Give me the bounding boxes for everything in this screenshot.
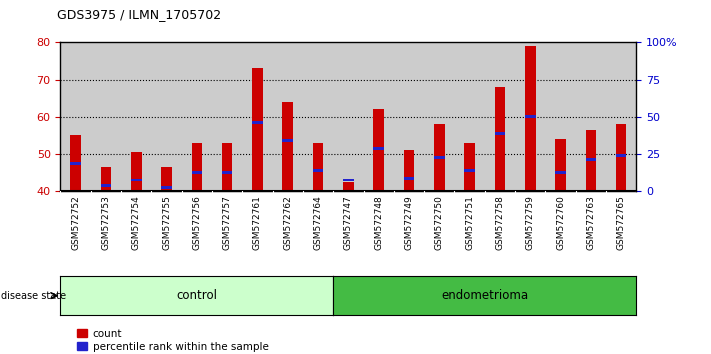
Text: GSM572749: GSM572749 bbox=[405, 195, 414, 250]
Bar bbox=[100, 184, 111, 187]
Bar bbox=[70, 135, 81, 191]
Bar bbox=[242, 42, 272, 191]
Bar bbox=[464, 143, 475, 191]
Text: GSM572754: GSM572754 bbox=[132, 195, 141, 250]
Bar bbox=[434, 156, 444, 159]
Text: GSM572755: GSM572755 bbox=[162, 195, 171, 250]
Bar bbox=[525, 46, 535, 191]
Text: GSM572759: GSM572759 bbox=[525, 195, 535, 250]
Bar bbox=[485, 42, 515, 191]
Bar bbox=[161, 167, 172, 191]
Text: GSM572748: GSM572748 bbox=[374, 195, 383, 250]
Text: GSM572750: GSM572750 bbox=[435, 195, 444, 250]
Bar bbox=[282, 102, 293, 191]
Bar bbox=[434, 124, 444, 191]
Text: GSM572756: GSM572756 bbox=[193, 195, 201, 250]
Bar bbox=[373, 109, 384, 191]
Bar bbox=[121, 42, 151, 191]
Bar bbox=[252, 121, 263, 124]
Bar bbox=[131, 152, 141, 191]
Text: GSM572747: GSM572747 bbox=[344, 195, 353, 250]
Text: GSM572764: GSM572764 bbox=[314, 195, 323, 250]
Bar bbox=[191, 143, 202, 191]
Text: GSM572757: GSM572757 bbox=[223, 195, 232, 250]
Bar bbox=[70, 162, 81, 165]
Bar bbox=[91, 42, 121, 191]
Bar bbox=[161, 186, 172, 189]
Bar bbox=[282, 139, 293, 142]
Bar bbox=[151, 42, 182, 191]
Bar bbox=[576, 42, 606, 191]
Bar bbox=[545, 42, 576, 191]
Bar bbox=[394, 42, 424, 191]
Bar bbox=[515, 42, 545, 191]
Legend: count, percentile rank within the sample: count, percentile rank within the sample bbox=[73, 324, 272, 354]
Bar bbox=[303, 42, 333, 191]
Bar bbox=[191, 171, 202, 174]
Bar bbox=[313, 143, 324, 191]
Bar bbox=[404, 177, 415, 179]
Bar bbox=[606, 42, 636, 191]
Bar bbox=[313, 169, 324, 172]
Text: GSM572758: GSM572758 bbox=[496, 195, 504, 250]
Bar bbox=[586, 130, 597, 191]
Bar bbox=[525, 115, 535, 118]
Bar bbox=[182, 42, 212, 191]
Bar bbox=[363, 42, 394, 191]
Bar bbox=[252, 69, 263, 191]
Bar bbox=[373, 147, 384, 150]
Bar bbox=[333, 42, 363, 191]
Bar bbox=[616, 154, 626, 157]
Bar bbox=[424, 42, 454, 191]
Bar bbox=[555, 171, 566, 174]
Bar bbox=[404, 150, 415, 191]
Text: control: control bbox=[176, 289, 218, 302]
Bar bbox=[555, 139, 566, 191]
Bar bbox=[343, 178, 353, 182]
Bar bbox=[222, 143, 232, 191]
Bar bbox=[272, 42, 303, 191]
Text: GSM572765: GSM572765 bbox=[616, 195, 626, 250]
Bar bbox=[212, 42, 242, 191]
Bar bbox=[495, 87, 506, 191]
Bar bbox=[495, 132, 506, 135]
Text: GSM572761: GSM572761 bbox=[253, 195, 262, 250]
Bar bbox=[100, 167, 111, 191]
Bar bbox=[586, 158, 597, 161]
Bar bbox=[60, 42, 91, 191]
Bar bbox=[343, 182, 353, 191]
Bar bbox=[131, 178, 141, 182]
Text: GSM572752: GSM572752 bbox=[71, 195, 80, 250]
Text: GSM572751: GSM572751 bbox=[465, 195, 474, 250]
Text: GDS3975 / ILMN_1705702: GDS3975 / ILMN_1705702 bbox=[57, 8, 221, 21]
Text: GSM572763: GSM572763 bbox=[587, 195, 595, 250]
Text: GSM572753: GSM572753 bbox=[102, 195, 110, 250]
Bar bbox=[464, 169, 475, 172]
Bar bbox=[222, 171, 232, 174]
Text: endometrioma: endometrioma bbox=[442, 289, 528, 302]
Text: disease state: disease state bbox=[1, 291, 66, 301]
Bar bbox=[616, 124, 626, 191]
Text: GSM572760: GSM572760 bbox=[556, 195, 565, 250]
Bar bbox=[454, 42, 485, 191]
Text: GSM572762: GSM572762 bbox=[283, 195, 292, 250]
